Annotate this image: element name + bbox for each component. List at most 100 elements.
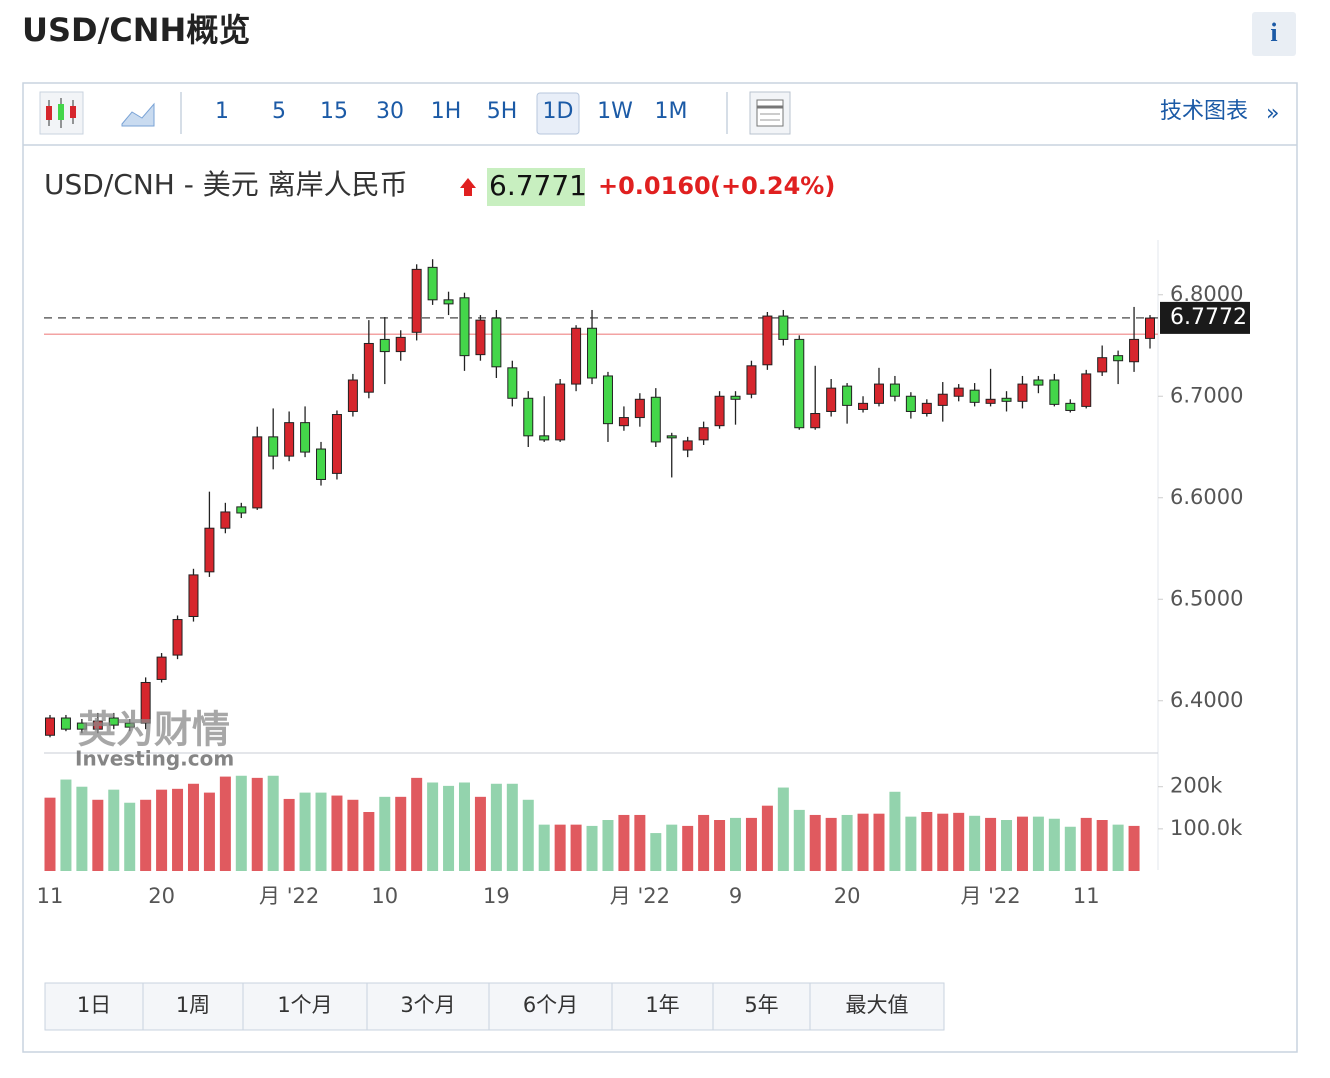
- candle-body: [921, 402, 932, 415]
- interval-button[interactable]: 1H: [431, 99, 462, 124]
- interval-button[interactable]: 1W: [597, 99, 633, 124]
- info-icon[interactable]: i: [1270, 18, 1277, 47]
- volume-bar: [76, 786, 88, 871]
- volume-bar: [331, 795, 343, 871]
- volume-bar: [841, 814, 853, 871]
- volume-bar: [650, 833, 662, 871]
- candle-body: [1113, 355, 1124, 362]
- candle-body: [1145, 317, 1155, 339]
- volume-bar: [92, 799, 104, 871]
- range-button[interactable]: 1年: [645, 993, 679, 1017]
- interval-button[interactable]: 1M: [655, 99, 688, 124]
- volume-bar: [1080, 817, 1092, 871]
- volume-bar: [698, 814, 710, 871]
- candle-body: [284, 422, 295, 457]
- volume-bar: [793, 809, 805, 871]
- technical-chart-link[interactable]: 技术图表: [1160, 99, 1248, 124]
- volume-bar: [283, 798, 295, 871]
- price-change-percent: (+0.24%): [710, 172, 835, 200]
- range-button[interactable]: 1周: [176, 993, 210, 1017]
- candle-body: [347, 379, 358, 412]
- instrument-name: USD/CNH - 美元 离岸人民币: [44, 168, 408, 201]
- candle-body: [698, 427, 709, 441]
- volume-bar: [857, 813, 869, 871]
- candle-body: [602, 375, 613, 425]
- interval-button[interactable]: 15: [320, 99, 348, 124]
- volume-bar: [1001, 820, 1013, 871]
- volume-bar: [682, 825, 694, 871]
- volume-bar: [538, 824, 550, 871]
- candle-body: [587, 327, 598, 379]
- volume-bar: [634, 814, 646, 871]
- volume-bar: [825, 817, 837, 871]
- candle-body: [730, 395, 741, 400]
- volume-bar: [474, 796, 486, 871]
- range-button[interactable]: 1个月: [277, 993, 332, 1017]
- interval-button[interactable]: 1: [215, 99, 229, 124]
- volume-bar: [506, 783, 518, 871]
- x-tick-label: 月 '22: [610, 884, 670, 908]
- volume-bar: [554, 824, 566, 871]
- volume-bar: [490, 783, 502, 871]
- candle-body: [1001, 397, 1012, 402]
- candle-body: [379, 338, 390, 353]
- y-tick-label: 6.5000: [1170, 586, 1243, 610]
- candle-body: [252, 436, 263, 509]
- interval-button[interactable]: 5H: [487, 99, 518, 124]
- volume-bar: [1016, 816, 1028, 871]
- candle-body: [156, 656, 167, 680]
- range-button[interactable]: 最大值: [846, 993, 909, 1017]
- watermark: 英为财情: [78, 708, 230, 752]
- table-icon[interactable]: [749, 91, 791, 135]
- more-arrow[interactable]: »: [1266, 101, 1279, 126]
- interval-button[interactable]: 1D: [543, 99, 574, 124]
- volume-bar: [363, 812, 375, 871]
- candle-body: [331, 414, 342, 474]
- candle-body: [411, 268, 422, 333]
- volume-bar: [395, 796, 407, 871]
- interval-button[interactable]: 30: [376, 99, 404, 124]
- volume-bar: [156, 789, 168, 871]
- volume-bar: [1032, 816, 1044, 871]
- candle-body: [491, 317, 502, 368]
- x-tick-label: 11: [37, 884, 64, 908]
- candle-body: [475, 319, 486, 356]
- range-button[interactable]: 5年: [744, 993, 778, 1017]
- candle-body: [316, 448, 327, 480]
- volume-bar: [1096, 820, 1108, 871]
- volume-bar: [985, 817, 997, 871]
- volume-bar: [1048, 818, 1060, 871]
- range-button[interactable]: 1日: [77, 993, 111, 1017]
- range-button[interactable]: 3个月: [400, 993, 455, 1017]
- candle-body: [507, 367, 518, 399]
- candle-body: [268, 436, 279, 457]
- volume-bar: [889, 791, 901, 871]
- last-price-label: 6.7772: [1170, 305, 1247, 330]
- candle-body: [666, 435, 677, 439]
- candle-body: [300, 422, 311, 453]
- info-button[interactable]: [1252, 12, 1296, 56]
- area-icon[interactable]: [121, 102, 155, 127]
- x-tick-label: 20: [148, 884, 175, 908]
- range-button[interactable]: 6个月: [523, 993, 578, 1017]
- volume-tick-label: 100.0k: [1170, 816, 1243, 840]
- volume-bar: [953, 812, 965, 871]
- volume-bar: [1112, 824, 1124, 871]
- interval-button[interactable]: 5: [272, 99, 286, 124]
- volume-bar: [411, 777, 423, 871]
- interval-bar: 1 5 15 30 1H 5H 1D 1W 1M: [215, 92, 688, 135]
- candle-body: [92, 720, 103, 730]
- candle-body: [810, 413, 821, 429]
- candle-body: [634, 398, 645, 419]
- x-tick-label: 月 '22: [259, 884, 319, 908]
- candle-body: [762, 315, 773, 366]
- candle-body: [1129, 338, 1140, 363]
- icon-body: [58, 104, 64, 120]
- candle-body: [889, 383, 900, 397]
- candle-body: [427, 266, 438, 301]
- volume-bar: [379, 796, 391, 871]
- candle-icon[interactable]: [39, 91, 84, 135]
- volume-bar: [124, 802, 136, 871]
